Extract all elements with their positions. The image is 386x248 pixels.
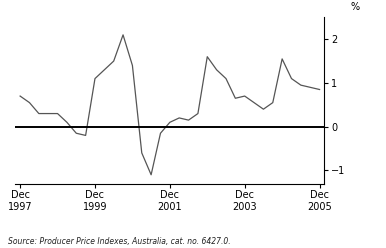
Text: %: % — [350, 2, 359, 12]
Text: Source: Producer Price Indexes, Australia, cat. no. 6427.0.: Source: Producer Price Indexes, Australi… — [8, 237, 230, 246]
